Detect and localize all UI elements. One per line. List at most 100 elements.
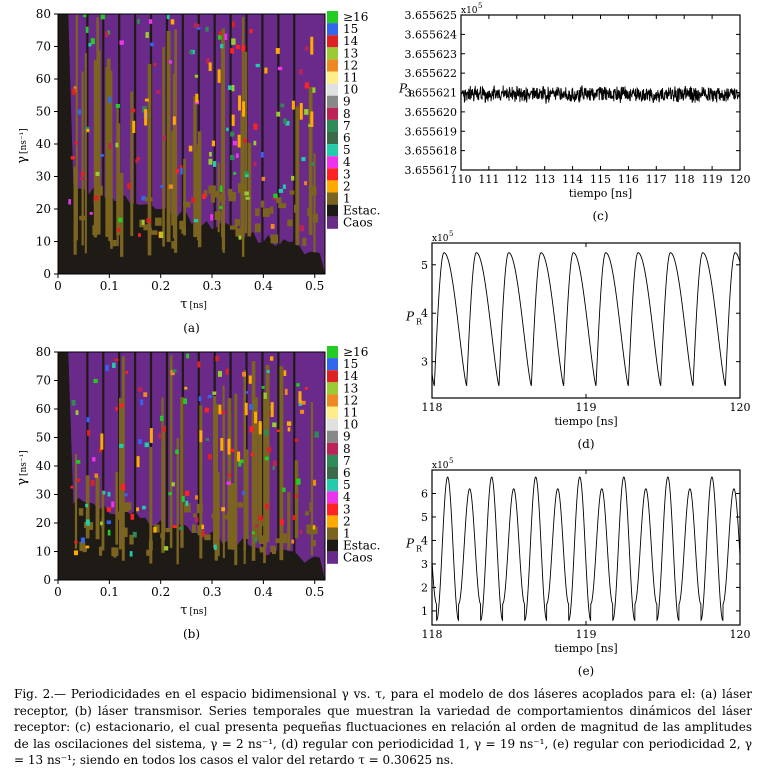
period-cell xyxy=(118,217,123,223)
period1-streak xyxy=(130,91,134,237)
period-cell xyxy=(140,399,144,406)
period-cell xyxy=(188,145,193,152)
period-cell xyxy=(314,431,319,438)
legend-label: 5 xyxy=(343,143,351,157)
period1-patch xyxy=(193,513,197,518)
period-cell xyxy=(105,364,109,372)
legend-swatch xyxy=(327,430,338,443)
period-cell xyxy=(79,177,84,181)
period2-strip xyxy=(195,93,199,103)
y-tick-label: 40 xyxy=(36,459,51,473)
period2-strip xyxy=(217,69,221,83)
period2-strip xyxy=(299,103,303,120)
period-cell xyxy=(194,74,199,78)
period-cell xyxy=(172,525,177,529)
period1-patch xyxy=(302,237,307,246)
period-cell xyxy=(254,537,258,543)
period-cell xyxy=(88,42,92,47)
period-cell xyxy=(210,214,214,221)
x-tick-label: 119 xyxy=(702,173,723,186)
period-cell xyxy=(90,480,95,487)
y-tick-label: 10 xyxy=(36,235,51,249)
period-cell xyxy=(168,492,172,496)
x-tick-label: 120 xyxy=(730,401,751,414)
period-cell xyxy=(230,48,235,54)
period-cell xyxy=(244,191,249,196)
period-cell xyxy=(85,545,90,549)
period-cell xyxy=(143,392,148,397)
y-axis-title: P xyxy=(405,310,415,324)
period-cell xyxy=(119,40,124,45)
period1-patch xyxy=(312,213,318,223)
y-axis-title: γ xyxy=(15,478,30,486)
caption-text: Periodicidades en el espacio bidimension… xyxy=(14,687,752,767)
period-cell xyxy=(251,531,255,535)
period-cell xyxy=(280,519,284,526)
period-cell xyxy=(71,88,76,95)
period1-patch xyxy=(238,183,246,193)
period-cell xyxy=(217,370,222,377)
period-cell xyxy=(213,544,217,550)
period2-strip xyxy=(231,114,235,126)
period1-streak xyxy=(110,143,113,249)
period-cell xyxy=(294,494,298,498)
period-cell xyxy=(253,161,257,167)
period1-streak xyxy=(149,446,153,564)
period-cell xyxy=(243,138,247,144)
period-cell xyxy=(170,369,175,376)
period2-strip xyxy=(199,430,203,443)
region-stationary-strip xyxy=(58,352,68,580)
period-cell xyxy=(231,38,236,45)
y-tick-label: 3.655621 xyxy=(405,87,458,100)
period-cell xyxy=(158,433,162,439)
period1-patch xyxy=(78,508,84,516)
legend-swatch xyxy=(327,216,338,229)
period-cell xyxy=(208,158,213,165)
region-stationary-strip xyxy=(58,14,68,274)
period-cell xyxy=(263,392,267,399)
y-tick-label: 30 xyxy=(36,488,51,502)
panel-label: (c) xyxy=(592,209,608,223)
period-cell xyxy=(135,159,138,164)
period1-streak xyxy=(174,29,178,233)
period2-strip xyxy=(237,134,241,148)
legend-label: 6 xyxy=(343,466,351,480)
x-tick-label: 119 xyxy=(576,628,597,641)
period2-strip xyxy=(310,36,314,55)
legend-swatch xyxy=(327,370,338,383)
period-cell xyxy=(245,170,249,175)
scale-exponent: 5 xyxy=(478,2,482,10)
period-cell xyxy=(158,231,162,238)
period1-streak xyxy=(195,151,200,237)
period1-patch xyxy=(307,208,312,216)
period1-patch xyxy=(254,223,261,233)
stationary-streak xyxy=(261,14,264,274)
period-cell xyxy=(86,417,90,423)
period-cell xyxy=(265,503,269,510)
period-cell xyxy=(107,491,111,497)
y-axis-title-group: γ [ns⁻¹] xyxy=(15,128,30,164)
y-axis-title: P xyxy=(405,537,415,551)
period1-patch xyxy=(293,204,299,213)
stationary-streak xyxy=(86,352,89,580)
period1-streak xyxy=(95,476,100,540)
period1-streak xyxy=(310,402,314,556)
period1-streak xyxy=(234,393,238,566)
x-tick-label: 117 xyxy=(646,173,667,186)
period1-patch xyxy=(148,540,153,551)
period1-streak xyxy=(121,356,125,561)
legend-label: 15 xyxy=(343,22,358,36)
period-cell xyxy=(121,483,126,491)
heatmap-a: 0 0.1 0.2 0.3 0.4 0.5 0 10 20 30 40 50 60 70 80 τ [ns] γ [… xyxy=(15,7,326,335)
period-cell xyxy=(230,154,235,161)
x-axis-title: tiempo [ns] xyxy=(569,187,632,200)
period-cell xyxy=(232,21,235,28)
period-cell xyxy=(85,519,90,526)
period-cell xyxy=(127,183,131,190)
period1-patch xyxy=(117,511,121,520)
y-tick-label: 10 xyxy=(36,545,51,559)
period-cell xyxy=(215,356,219,362)
period1-patch xyxy=(311,539,316,547)
period-cell xyxy=(74,141,78,145)
